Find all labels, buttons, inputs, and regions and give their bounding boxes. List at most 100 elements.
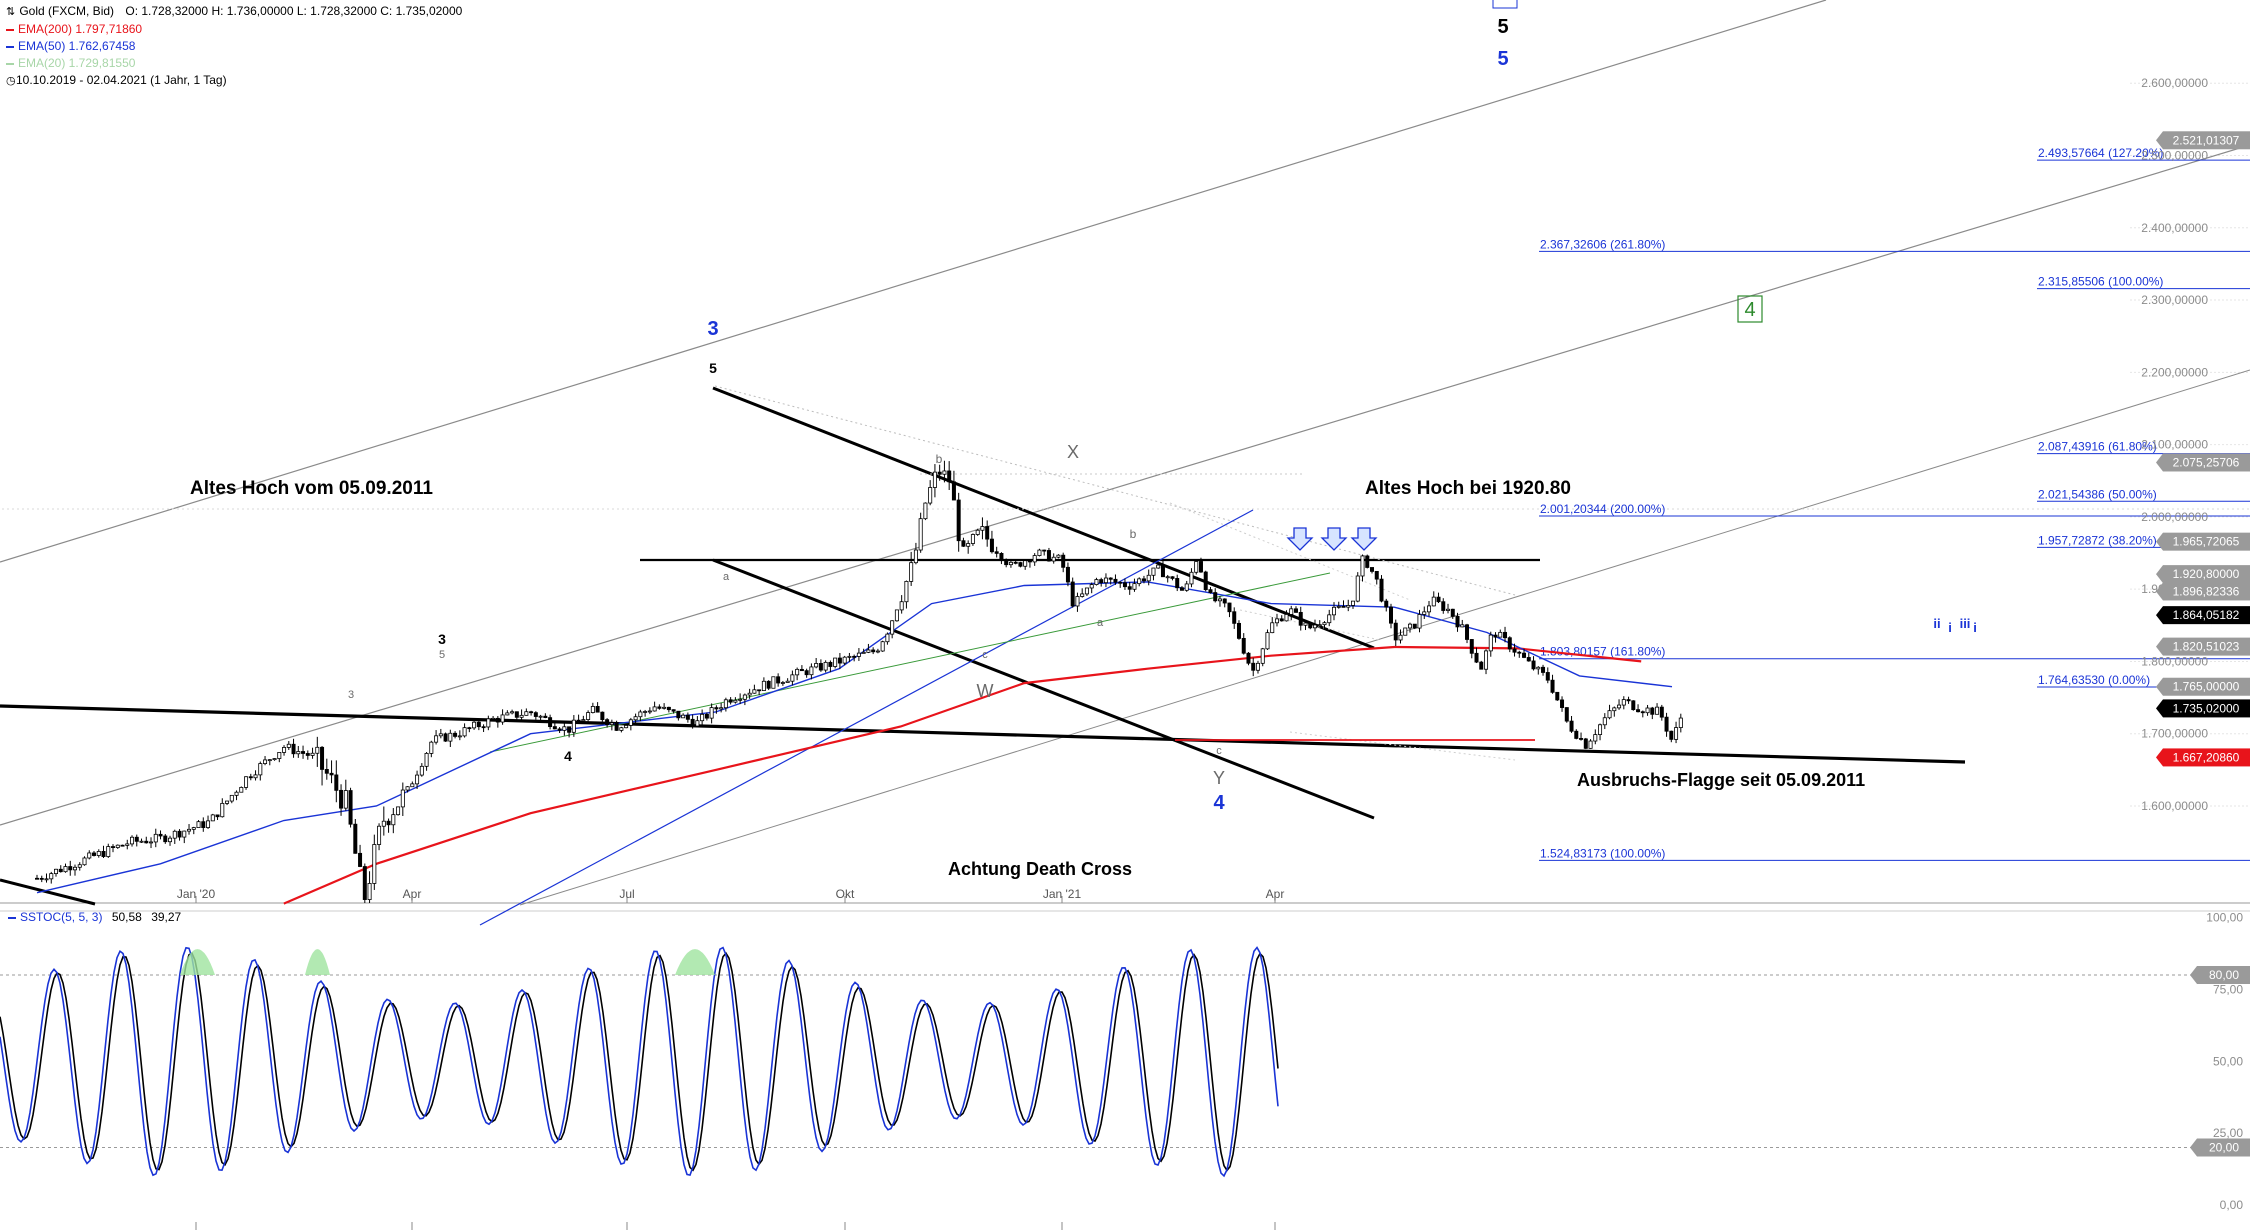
candle-body: [415, 774, 420, 785]
candle-body: [524, 711, 529, 716]
candle-body: [1118, 581, 1123, 584]
legend-ema50[interactable]: EMA(50) 1.762,67458: [6, 38, 462, 55]
candle-body: [676, 710, 681, 719]
candle-body: [728, 699, 733, 703]
ema50-label: EMA(50) 1.762,67458: [18, 39, 136, 53]
ema20-swatch: [6, 62, 14, 65]
candle-body: [1555, 691, 1560, 701]
candle-body: [92, 852, 97, 856]
down-arrow-icon: [1286, 527, 1314, 551]
candle-body: [1664, 716, 1669, 732]
candle-body: [453, 732, 458, 737]
price-tag-label: 1.896,82336: [2173, 584, 2240, 598]
candle-body: [291, 743, 296, 755]
candle-body: [1061, 554, 1066, 568]
candle-body: [296, 751, 301, 755]
candle-body: [1189, 571, 1194, 585]
price-tag-label: 1.820,51023: [2173, 640, 2240, 654]
price-tag-label: 1.920,80000: [2173, 567, 2240, 581]
candle-body: [1317, 624, 1322, 627]
candle-body: [263, 759, 268, 764]
price-tag: [2163, 565, 2250, 584]
price-tag: [2163, 637, 2250, 656]
candle-body: [1127, 586, 1132, 590]
candle-body: [552, 726, 557, 730]
price-tag-pointer: [2156, 453, 2163, 472]
candle-body: [1023, 560, 1028, 567]
stoch-legend[interactable]: SSTOC(5, 5, 3) 50,58 39,27: [8, 910, 181, 924]
stoch-band-tag: [2197, 1138, 2250, 1157]
annotation-label: 5: [1497, 48, 1508, 70]
legend-ema200[interactable]: EMA(200) 1.797,71860: [6, 21, 462, 38]
annotation-label: W: [977, 681, 994, 701]
candle-body: [191, 827, 196, 830]
candle-body: [505, 712, 510, 716]
annotation-label: 4: [1213, 792, 1225, 814]
stoch-tick-label: 100,00: [2206, 911, 2243, 925]
price-axis: 1.600,000001.700,000001.800,000001.900,0…: [177, 76, 2250, 1230]
candle-body: [923, 502, 928, 520]
price-tag-pointer: [2156, 637, 2163, 656]
candle-body: [1545, 672, 1550, 681]
x-tick-label: Jan '20: [177, 887, 216, 901]
candle-body: [581, 719, 586, 722]
candle-body: [590, 706, 595, 713]
candle-body: [1137, 578, 1142, 585]
candle-body: [1151, 567, 1156, 576]
candle-body: [1222, 598, 1227, 604]
candle-body: [970, 534, 975, 544]
upper-dotted-2: [1169, 502, 1411, 601]
candle-body: [1289, 608, 1294, 615]
candle-body: [752, 689, 757, 694]
candle-body: [367, 883, 372, 900]
candle-body: [937, 471, 942, 475]
candle-body: [733, 699, 738, 703]
stoch-swatch: [8, 916, 16, 919]
legend-range: ◷10.10.2019 - 02.04.2021 (1 Jahr, 1 Tag): [6, 72, 462, 90]
candle-body: [1422, 611, 1427, 615]
candle-body: [985, 526, 990, 540]
candle-body: [823, 661, 828, 671]
candle-body: [1669, 730, 1674, 740]
candle-body: [1260, 648, 1265, 664]
candle-body: [1621, 699, 1626, 706]
stoch-k: 50,58: [111, 910, 142, 924]
candle-body: [785, 680, 790, 683]
candle-body: [999, 553, 1004, 561]
candle-body: [1037, 549, 1042, 556]
price-tag: [2163, 606, 2250, 625]
candle-body: [890, 620, 895, 635]
price-tag-label: 1.667,20860: [2173, 750, 2240, 764]
candle-body: [448, 732, 453, 742]
annotation-label: 5: [1497, 16, 1508, 38]
price-tick-label: 2.100,00000: [2141, 438, 2208, 452]
candle-body: [187, 828, 192, 832]
price-tag-label: 1.864,05182: [2173, 608, 2240, 622]
annotation-label: ii: [1933, 616, 1940, 631]
candle-body: [966, 543, 971, 547]
candle-body: [657, 706, 662, 709]
candle-body: [1146, 574, 1151, 582]
candle-body: [1194, 561, 1199, 573]
candle-body: [790, 674, 795, 682]
candle-body: [348, 790, 353, 825]
candle-body: [1303, 622, 1308, 626]
candle-body: [1227, 602, 1232, 613]
candle-body: [310, 752, 315, 756]
candle-body: [400, 789, 405, 808]
candle-body: [1460, 624, 1465, 628]
candle-body: [842, 656, 847, 664]
candle-body: [909, 562, 914, 582]
stoch-d: 39,27: [151, 910, 182, 924]
candle-body: [467, 727, 472, 730]
stoch-band-label: 80,00: [2209, 968, 2239, 982]
flag-lower-line: [0, 704, 1966, 764]
candle-body: [358, 852, 363, 867]
candle-body: [1298, 611, 1303, 626]
candle-body: [1004, 559, 1009, 566]
legend-ema20[interactable]: EMA(20) 1.729,81550: [6, 55, 462, 72]
candle-body: [343, 790, 348, 809]
down-arrow-icon: [1350, 527, 1378, 551]
candle-body: [942, 470, 947, 475]
